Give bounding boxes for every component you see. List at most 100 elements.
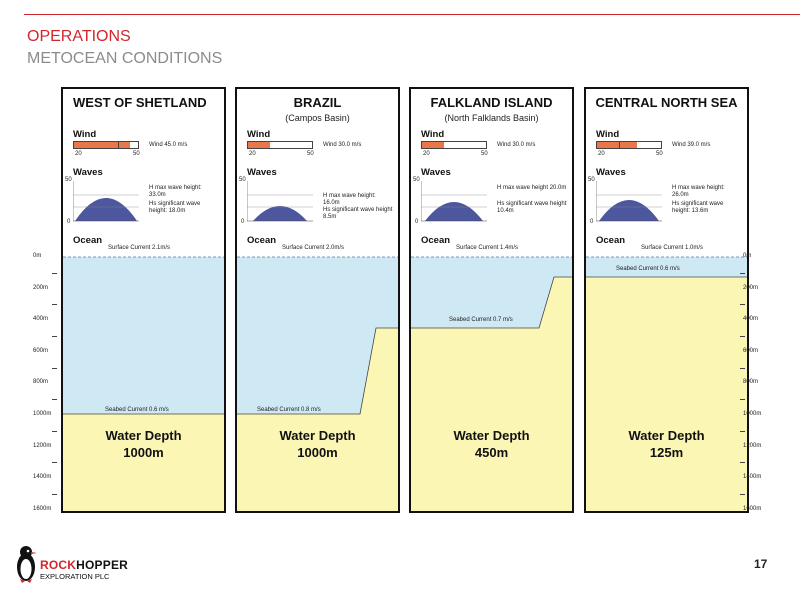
wave-max-height: H max wave height: 26.0m <box>672 185 725 198</box>
penguin-logo-icon <box>17 546 37 583</box>
surface-current: Surface Current 2.1m/s <box>108 245 171 251</box>
seabed-current: Seabed Current 0.8 m/s <box>257 407 321 413</box>
water-depth-label: Water Depth <box>279 428 356 443</box>
wind-label: Wind <box>247 129 271 140</box>
wind-tick <box>118 142 119 148</box>
page-number: 17 <box>754 557 768 571</box>
water-depth-title: Water Depth 125m <box>586 427 747 461</box>
wave-scale-bottom: 0 <box>415 219 419 225</box>
ocean-label: Ocean <box>73 235 103 246</box>
depth-minor-tick <box>52 462 57 464</box>
wave-significant-height: Hs significant wave height 10.4m <box>497 201 567 214</box>
wave-scale-bottom: 0 <box>241 219 245 225</box>
wave-graphic <box>421 181 487 222</box>
wind-value: Wind 30.0 m/s <box>497 142 536 148</box>
wave-scale-top: 50 <box>413 177 420 183</box>
seabed-current: Seabed Current 0.7 m/s <box>449 317 513 323</box>
wind-scale-min: 20 <box>423 151 430 157</box>
water-depth-value: 125m <box>649 445 684 460</box>
panel-brazil: BRAZIL (Campos Basin) Wind 20 50 Wind 30… <box>235 87 400 513</box>
panel-title: WEST OF SHETLAND <box>73 95 207 110</box>
depth-tick-label: 200m <box>743 284 759 291</box>
wave-graphic <box>73 181 139 222</box>
wind-value: Wind 39.0 m/s <box>672 142 711 148</box>
depth-tick-label: 1200m <box>743 442 762 449</box>
water-depth-label: Water Depth <box>453 428 530 443</box>
depth-tick-label: 1400m <box>33 474 52 481</box>
water-column <box>63 257 224 414</box>
wind-scale-min: 20 <box>598 151 605 157</box>
depth-tick-label: 200m <box>33 284 49 291</box>
wave-scale-bottom: 0 <box>67 219 71 225</box>
wind-label: Wind <box>421 129 445 140</box>
company-name-accent: ROCK <box>40 558 77 572</box>
depth-profile <box>63 256 224 511</box>
water-column <box>411 257 572 328</box>
wave-scale-top: 50 <box>65 177 72 183</box>
surface-current: Surface Current 1.4m/s <box>456 245 519 251</box>
depth-tick-label: 400m <box>743 316 759 323</box>
panel-falkland-island: FALKLAND ISLAND (North Falklands Basin) … <box>409 87 574 513</box>
depth-minor-tick <box>52 399 57 401</box>
ocean-label: Ocean <box>421 235 451 246</box>
depth-tick-label: 1600m <box>33 505 52 512</box>
depth-tick-label: 600m <box>33 347 49 354</box>
depth-minor-tick <box>740 430 745 432</box>
wave-scale-top: 50 <box>239 177 246 183</box>
depth-minor-tick <box>52 304 57 306</box>
depth-minor-tick <box>740 494 745 495</box>
wind-fill <box>597 142 637 148</box>
panel-title: FALKLAND ISLAND <box>430 95 553 110</box>
depth-tick-label: 400m <box>33 316 49 323</box>
water-depth-label: Water Depth <box>105 428 182 443</box>
depth-profile <box>586 256 747 511</box>
depth-minor-tick <box>740 304 745 306</box>
wind-label: Wind <box>596 129 620 140</box>
waves-label: Waves <box>247 167 277 178</box>
seabed-line <box>411 276 572 329</box>
depth-tick-label: 1000m <box>33 411 52 417</box>
water-depth-value: 450m <box>474 445 509 460</box>
panel-title: BRAZIL <box>293 95 342 110</box>
depth-tick-label: 1600m <box>743 505 762 512</box>
panel-title: CENTRAL NORTH SEA <box>595 95 738 110</box>
panel-west-of-shetland: WEST OF SHETLAND Wind 20 50 Wind 45.0 m/… <box>61 87 226 513</box>
page-subtitle: METOCEAN CONDITIONS <box>27 50 223 67</box>
depth-minor-tick <box>52 272 57 274</box>
wind-gauge <box>73 141 139 149</box>
waves-label: Waves <box>421 167 451 178</box>
seabed-line <box>237 327 398 415</box>
panel-subtitle: (North Falklands Basin) <box>444 113 539 123</box>
depth-tick-label: 1400m <box>743 474 762 481</box>
seabed-area <box>586 257 747 511</box>
water-column <box>237 257 398 414</box>
water-depth-title: Water Depth 1000m <box>63 427 224 461</box>
wave-max-height: H max wave height: 33.0m <box>149 185 202 198</box>
wind-gauge <box>596 141 662 149</box>
wave-significant-height: Hs significant wave height: 18.0m <box>149 201 201 214</box>
depth-tick-label: 0m <box>33 253 42 259</box>
depth-minor-tick <box>740 399 745 401</box>
wave-significant-height: Hs significant wave height 8.5m <box>323 207 393 220</box>
company-tagline: EXPLORATION PLC <box>40 572 110 581</box>
wind-scale-max: 50 <box>307 151 314 157</box>
water-depth-title: Water Depth 450m <box>411 427 572 461</box>
wind-value: Wind 30.0 m/s <box>323 142 362 148</box>
surface-current: Surface Current 2.0m/s <box>282 245 345 251</box>
depth-tick-label: 1200m <box>33 442 52 449</box>
ocean-label: Ocean <box>596 235 626 246</box>
seabed-current: Seabed Current 0.6 m/s <box>616 266 680 272</box>
depth-profile <box>237 256 398 511</box>
water-depth-label: Water Depth <box>628 428 705 443</box>
waves-label: Waves <box>73 167 103 178</box>
wind-gauge <box>247 141 313 149</box>
depth-minor-tick <box>52 494 57 495</box>
depth-tick-label: 0m <box>743 253 752 259</box>
wind-scale-max: 50 <box>656 151 663 157</box>
wind-scale-max: 50 <box>133 151 140 157</box>
wave-scale-top: 50 <box>588 177 595 183</box>
panel-central-north-sea: CENTRAL NORTH SEA Wind 20 50 Wind 39.0 m… <box>584 87 749 513</box>
wave-max-height: H max wave height 20.0m <box>497 185 567 191</box>
surface-current: Surface Current 1.0m/s <box>641 245 704 251</box>
seabed-current: Seabed Current 0.6 m/s <box>105 407 169 413</box>
